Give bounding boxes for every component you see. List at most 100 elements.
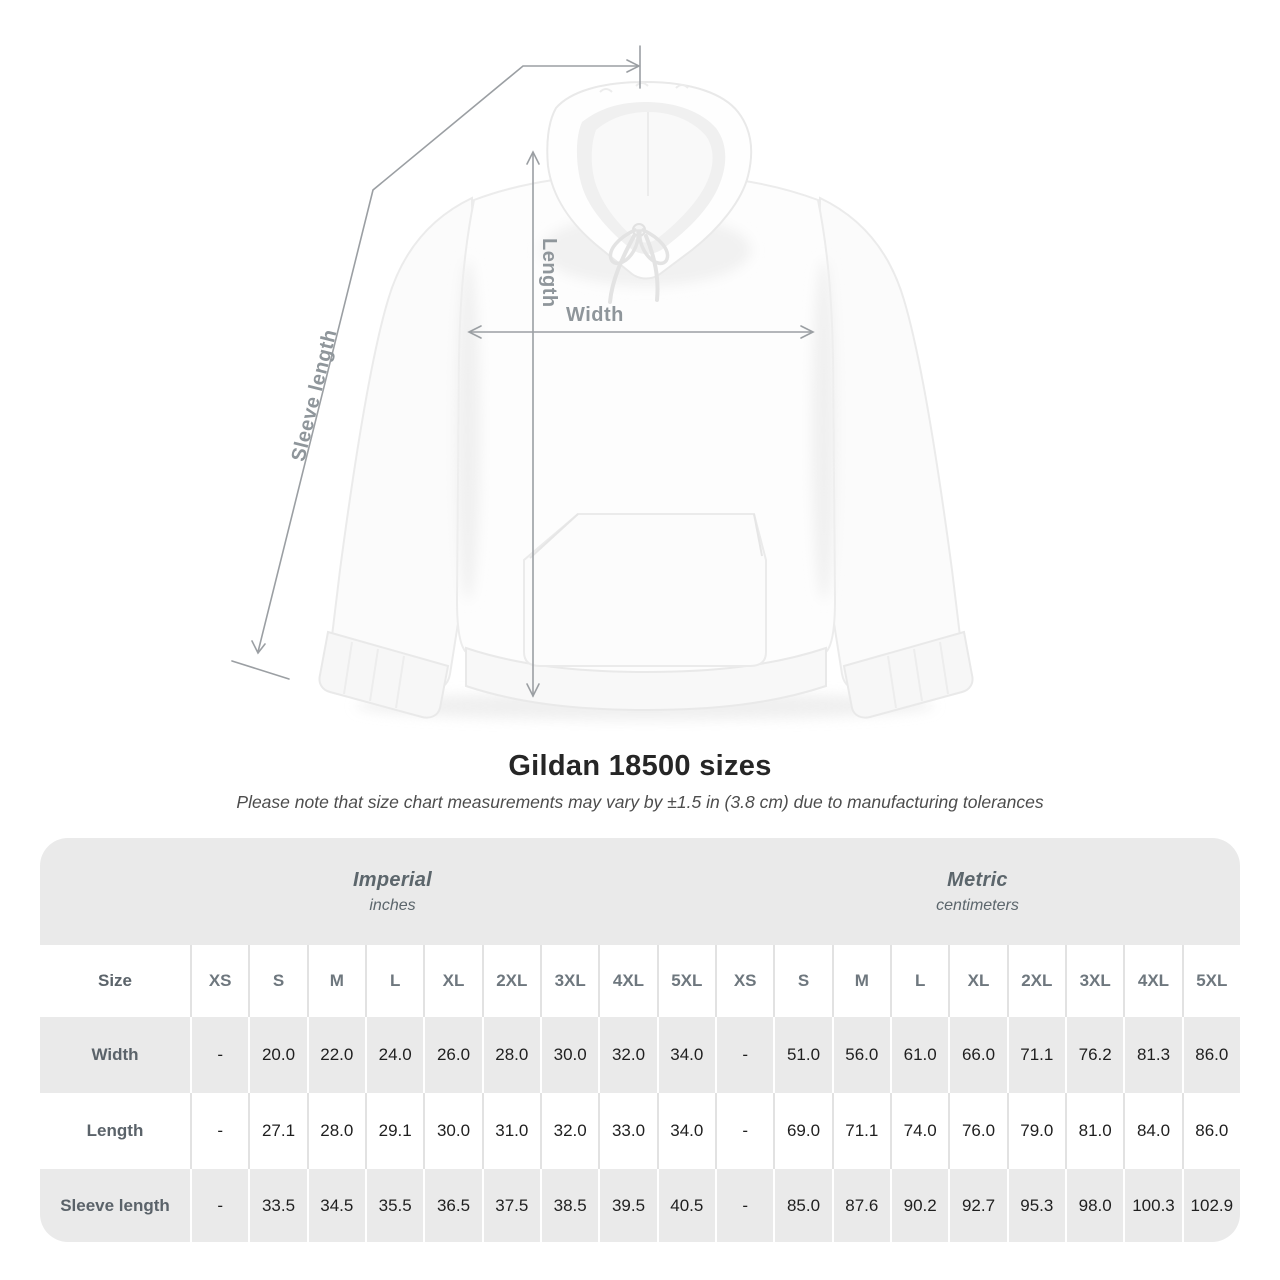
pocket-opening-creases	[529, 513, 763, 559]
table-cell: 69.0	[773, 1093, 831, 1169]
table-cell: 85.0	[773, 1169, 831, 1242]
size-col-header: 5XL	[1181, 945, 1240, 1017]
table-cell: 87.6	[831, 1169, 890, 1242]
table-cell: 76.0	[948, 1093, 1006, 1169]
table-cell: 61.0	[889, 1017, 948, 1093]
table-cell: 86.0	[1181, 1017, 1240, 1093]
size-col-header: M	[831, 945, 890, 1017]
table-cell: 98.0	[1064, 1169, 1123, 1242]
sleeve-arrowhead-bottom	[251, 640, 266, 655]
table-cell: 71.1	[1006, 1017, 1065, 1093]
sleeve-arrowhead-top	[626, 59, 641, 73]
hood-top-gathers	[599, 82, 689, 93]
left-side-shading	[456, 260, 480, 600]
hoodie-right-sleeve	[816, 196, 962, 690]
table-cell: 35.5	[364, 1169, 423, 1242]
table-cell: 81.3	[1123, 1017, 1181, 1093]
table-cell: 39.5	[598, 1169, 656, 1242]
size-header-row: Size XS S M L XL 2XL 3XL 4XL 5XL XS S M …	[40, 945, 1240, 1017]
size-col-header: M	[306, 945, 365, 1017]
size-col-header: L	[364, 945, 423, 1017]
table-cell: 24.0	[364, 1017, 423, 1093]
imperial-section-header: Imperial inches	[40, 838, 715, 945]
table-cell: 30.0	[539, 1017, 598, 1093]
hoodie-left-cuff	[318, 630, 450, 719]
drawstring-right-loop	[638, 228, 670, 266]
size-col-header: 4XL	[1123, 945, 1181, 1017]
size-column-title: Size	[97, 971, 133, 990]
table-cell: 29.1	[364, 1093, 423, 1169]
left-cuff-rib-lines	[343, 641, 405, 709]
metric-section-header: Metric centimeters	[715, 838, 1240, 945]
size-col-header: 2XL	[481, 945, 540, 1017]
size-col-header: XS	[714, 945, 773, 1017]
hood-inner	[591, 112, 713, 243]
width-arrowhead-right	[800, 325, 815, 339]
imperial-label: Imperial	[352, 868, 433, 891]
size-col-header: 3XL	[539, 945, 598, 1017]
table-cell: 56.0	[831, 1017, 890, 1093]
table-cell: -	[714, 1169, 773, 1242]
table-cell: 28.0	[481, 1017, 540, 1093]
size-col-header: S	[248, 945, 306, 1017]
metric-label: Metric	[947, 868, 1008, 891]
table-cell: 28.0	[306, 1093, 365, 1169]
size-col-header: 2XL	[1006, 945, 1065, 1017]
hoodie-hem-band	[465, 646, 827, 712]
table-cell: 84.0	[1123, 1093, 1181, 1169]
size-col-header: S	[773, 945, 831, 1017]
table-cell: -	[714, 1017, 773, 1093]
row-label: Width	[91, 1045, 139, 1064]
table-cell: 31.0	[481, 1093, 540, 1169]
table-cell: 36.5	[423, 1169, 481, 1242]
table-cell: 38.5	[539, 1169, 598, 1242]
table-cell: -	[714, 1093, 773, 1169]
sleeve-bottom-tick	[231, 660, 290, 680]
row-label: Sleeve length	[60, 1195, 170, 1215]
table-cell: -	[190, 1017, 248, 1093]
table-cell: 81.0	[1064, 1093, 1123, 1169]
sleeve-measure-line	[257, 65, 639, 653]
length-measure-label: Length	[538, 238, 560, 308]
table-cell: 71.1	[831, 1093, 890, 1169]
sleeve-length-row: Sleeve length - 33.5 34.5 35.5 36.5 37.5…	[40, 1169, 1240, 1242]
table-cell: 32.0	[598, 1017, 656, 1093]
table-cell: 76.2	[1064, 1017, 1123, 1093]
table-cell: 92.7	[948, 1169, 1006, 1242]
drawstring-right-cord	[644, 234, 660, 302]
table-cell: 79.0	[1006, 1093, 1065, 1169]
size-table: Imperial inches Metric centimeters Size …	[40, 838, 1240, 1242]
table-cell: 74.0	[889, 1093, 948, 1169]
table-cell: 27.1	[248, 1093, 306, 1169]
table-cell: 26.0	[423, 1017, 481, 1093]
unit-header-row: Imperial inches Metric centimeters	[40, 838, 1240, 945]
right-side-shading	[812, 260, 836, 600]
size-col-header: 5XL	[656, 945, 715, 1017]
right-cuff-rib-lines	[887, 641, 949, 709]
width-arrowhead-left	[467, 325, 482, 339]
size-col-header: XL	[423, 945, 481, 1017]
table-cell: 86.0	[1181, 1093, 1240, 1169]
page-title: Gildan 18500 sizes	[508, 750, 772, 782]
size-col-header: XL	[948, 945, 1006, 1017]
hoodie-right-cuff	[842, 630, 974, 719]
size-col-header: 3XL	[1064, 945, 1123, 1017]
metric-unit-label: centimeters	[936, 896, 1019, 914]
table-cell: 95.3	[1006, 1169, 1065, 1242]
tolerance-note: Please note that size chart measurements…	[236, 792, 1044, 812]
size-col-header: 4XL	[598, 945, 656, 1017]
table-cell: 102.9	[1181, 1169, 1240, 1242]
table-cell: 33.5	[248, 1169, 306, 1242]
table-cell: 66.0	[948, 1017, 1006, 1093]
table-cell: 22.0	[306, 1017, 365, 1093]
length-arrowhead-bottom	[526, 683, 540, 698]
length-arrowhead-top	[526, 150, 540, 165]
table-cell: 34.0	[656, 1017, 715, 1093]
table-cell: -	[190, 1169, 248, 1242]
hoodie-measurement-diagram	[231, 45, 974, 720]
imperial-unit-label: inches	[369, 896, 416, 914]
row-label: Length	[86, 1121, 144, 1140]
table-cell: 34.0	[656, 1093, 715, 1169]
table-cell: 100.3	[1123, 1169, 1181, 1242]
table-cell: 20.0	[248, 1017, 306, 1093]
